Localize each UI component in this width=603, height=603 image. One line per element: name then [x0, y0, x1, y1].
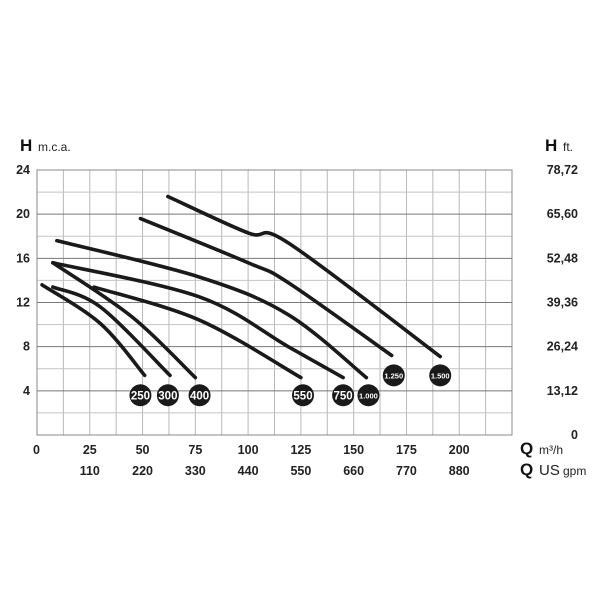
x-secondary-symbol: Q: [520, 460, 533, 479]
curve-label-badge: [382, 364, 405, 387]
curve-400: [51, 260, 198, 380]
curve-label: 750: [334, 390, 353, 402]
x-primary-tick-label: 175: [396, 443, 417, 457]
curve-label: 550: [293, 390, 312, 402]
x-primary-tick-label: 25: [83, 443, 97, 457]
y-right-tick-label: 78,72: [547, 163, 578, 177]
y-right-tick-label: 26,24: [547, 340, 578, 354]
y-left-tick-label: 4: [23, 384, 30, 398]
y-right-tick-label: 52,48: [547, 251, 578, 265]
curve-250: [40, 283, 147, 378]
curve-label: 1.000: [359, 391, 378, 400]
y-left-unit: m.c.a.: [38, 140, 71, 154]
curve-label: 400: [190, 390, 209, 402]
y-left-tick-label: 16: [16, 251, 30, 265]
x-secondary-tick-label: 440: [238, 464, 259, 478]
curve-label-badge: [429, 364, 452, 387]
curve-label-badge: [292, 384, 314, 407]
curve-label: 300: [158, 390, 177, 402]
curves: 250 300 400 550 750 1.000 1.250 1.500: [40, 194, 452, 407]
y-right-tick-label: 13,12: [547, 384, 578, 398]
curve-1.500: [166, 194, 443, 359]
curve-1.000: [55, 238, 369, 380]
curve-label: 1.500: [431, 371, 450, 380]
curve-label-badge: [188, 384, 211, 407]
curve-label: 250: [131, 390, 150, 402]
x-secondary-tick-label: 110: [80, 464, 100, 478]
curve-label-badge: [129, 384, 152, 407]
y-right-symbol: H: [545, 136, 557, 155]
x-primary-tick-label: 50: [136, 443, 150, 457]
curve-1.250: [138, 216, 394, 358]
curve-label: 1.250: [384, 371, 403, 380]
x-primary-tick-label: 150: [343, 443, 364, 457]
grid: [36, 169, 513, 436]
x-secondary-tick-label: 770: [396, 464, 417, 478]
curve-300: [51, 285, 172, 378]
x-secondary-tick-label: 330: [185, 464, 206, 478]
y-left-tick-label: 8: [23, 340, 30, 354]
origin-label: 0: [33, 443, 40, 457]
y-right-tick-label: 0: [571, 428, 578, 442]
curve-550: [92, 285, 303, 380]
x-primary-symbol: Q: [520, 439, 533, 458]
x-secondary-unit-main: US: [539, 462, 560, 479]
curve-label-badge: [156, 384, 179, 407]
y-left-tick-label: 20: [16, 207, 30, 221]
x-secondary-unit-sub: gpm: [563, 464, 586, 478]
x-primary-tick-label: 125: [290, 443, 311, 457]
curve-label-badge: [332, 384, 355, 407]
x-secondary-tick-label: 550: [290, 464, 311, 478]
x-secondary-tick-label: 880: [449, 464, 470, 478]
curve-750: [51, 260, 345, 380]
y-right-tick-label: 65,60: [547, 207, 578, 221]
y-right-unit: ft.: [563, 140, 573, 154]
x-secondary-tick-label: 220: [132, 464, 153, 478]
y-left-tick-label: 12: [16, 296, 30, 310]
y-left-symbol: H: [20, 136, 32, 155]
x-primary-tick-label: 100: [238, 443, 259, 457]
ticks: 4 8 12 16 20 24 0 13,12 26,24 39,36 52,48 65,60 78,7…: [16, 163, 578, 478]
curve-label-badge: [357, 384, 380, 407]
plot-frame: [36, 169, 513, 436]
y-left-tick-label: 24: [16, 163, 30, 177]
x-primary-tick-label: 200: [449, 443, 470, 457]
x-primary-unit: m³/h: [539, 443, 563, 457]
x-secondary-tick-label: 660: [343, 464, 364, 478]
y-right-tick-label: 39,36: [547, 296, 578, 310]
x-primary-tick-label: 75: [188, 443, 202, 457]
